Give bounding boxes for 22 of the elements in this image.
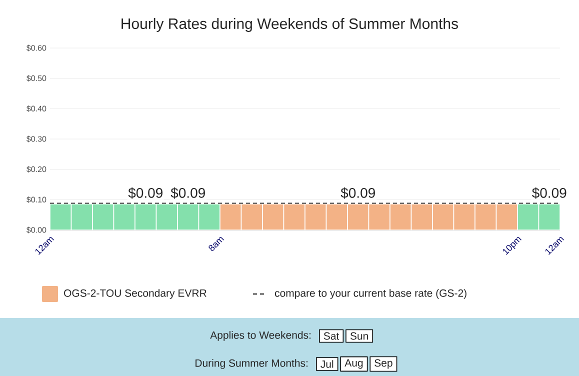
y-tick-label: $0.30 <box>26 136 46 142</box>
text: Sep <box>374 359 392 369</box>
chart-title: Hourly Rates during Weekends of Summer Months <box>122 18 458 32</box>
legend-label: compare to your current base rate (GS-2) <box>274 289 466 299</box>
legend-label: OGS-2-TOU Secondary EVRR <box>64 289 206 299</box>
y-tick-label: $0.60 <box>26 44 46 52</box>
data-label: $0.09 <box>532 187 566 199</box>
data-label: $0.09 <box>340 187 375 199</box>
x-tick-label: 8am <box>208 236 224 251</box>
text: Sat <box>324 332 340 340</box>
y-tick-label: $0.00 <box>26 226 46 234</box>
y-tick-label: $0.50 <box>26 75 46 82</box>
text: Applies to Weekends: <box>210 331 310 341</box>
y-tick-label: $0.40 <box>26 105 46 112</box>
data-label: $0.09 <box>170 187 205 199</box>
y-tick-label: $0.20 <box>26 166 46 173</box>
y-tick-label: $0.10 <box>26 196 46 203</box>
text: Sun <box>350 332 368 340</box>
text: Aug <box>344 359 363 369</box>
text: Jul <box>320 360 334 368</box>
data-label: $0.09 <box>128 187 162 199</box>
text: During Summer Months: <box>196 359 308 369</box>
